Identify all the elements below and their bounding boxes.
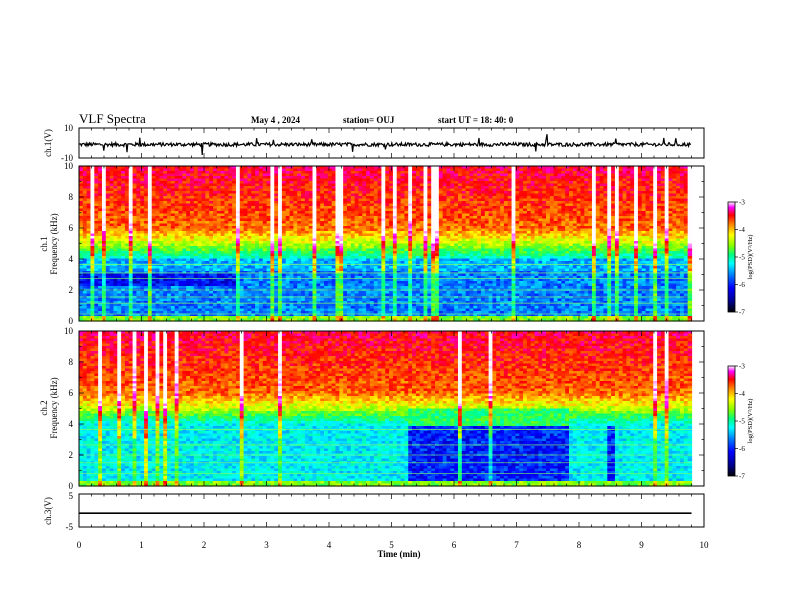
ch1-colorbar-label: log(PSD)(V²/Hz) — [747, 235, 754, 280]
colorbar-tick-label: -6 — [739, 281, 745, 289]
figure-title: VLF Spectra — [79, 111, 146, 126]
ch1-spec-y-axis-label-line2: Frequency (kHz) — [49, 213, 59, 274]
ch1-waveform-line — [78, 134, 692, 155]
x-tick-label: 4 — [327, 540, 332, 550]
x-axis-label: Time (min) — [377, 549, 420, 559]
ch3-ytick-top: 5 — [69, 491, 74, 501]
x-tick-label: 8 — [577, 540, 582, 550]
x-tick-label: 9 — [639, 540, 644, 550]
ch2-spec-y-axis-label-line1: ch.2 — [39, 400, 49, 415]
ch1-colorbar: -3 -4 -5 -6 -7 log(PSD)(V²/Hz) — [727, 199, 754, 317]
colorbar-tick-label: -3 — [739, 199, 745, 207]
y-tick-label: 10 — [64, 326, 74, 336]
x-tick-label: 1 — [139, 540, 144, 550]
colorbar-tick-label: -5 — [739, 418, 745, 426]
colorbar-tick-label: -5 — [739, 254, 745, 262]
ch3-x-ticks — [78, 494, 705, 527]
colorbar-tick-label: -7 — [739, 473, 745, 481]
ch1-spec-ytick-labels: 0 2 4 6 8 10 — [64, 161, 74, 326]
ch2-spectrogram-image — [79, 331, 693, 487]
ch1-x-ticks — [78, 128, 705, 158]
x-tick-label: 5 — [389, 540, 394, 550]
y-tick-label: 4 — [69, 254, 74, 264]
station-label: station= OUJ — [343, 115, 395, 125]
y-tick-label: 0 — [69, 481, 74, 491]
y-tick-label: 2 — [69, 450, 74, 460]
ch2-colorbar: -3 -4 -5 -6 -7 log(PSD)(V²/Hz) — [727, 363, 754, 481]
ch1-colorbar-ticks: -3 -4 -5 -6 -7 — [735, 199, 745, 317]
ch1-y-axis-label: ch.1(V) — [43, 129, 53, 157]
y-tick-label: 10 — [64, 161, 74, 171]
colorbar-tick-label: -7 — [739, 309, 745, 317]
y-tick-label: 4 — [69, 419, 74, 429]
ch2-spec-ytick-labels: 0 2 4 6 8 10 — [64, 326, 74, 491]
ch2-spec-y-axis-label-line2: Frequency (kHz) — [49, 377, 59, 438]
date-label: May 4 , 2024 — [251, 115, 300, 125]
x-tick-label: 0 — [77, 540, 82, 550]
y-tick-label: 0 — [69, 316, 74, 326]
y-tick-label: 2 — [69, 285, 74, 295]
ch1-waveform-panel: 10 -10 ch.1(V) — [43, 123, 705, 163]
x-tick-label: 6 — [452, 540, 457, 550]
colorbar-tick-label: -3 — [739, 363, 745, 371]
colorbar-tick-label: -4 — [739, 390, 745, 398]
ch3-ytick-bottom: -5 — [66, 522, 74, 532]
ch3-waveform-panel: 5 -5 ch.3(V) — [43, 491, 705, 532]
ch1-spec-ticks — [78, 165, 705, 322]
x-tick-label: 10 — [700, 540, 710, 550]
x-tick-label: 7 — [514, 540, 519, 550]
y-tick-label: 8 — [69, 357, 74, 367]
colorbar-tick-label: -4 — [739, 226, 745, 234]
y-tick-label: 8 — [69, 192, 74, 202]
ch2-colorbar-label: log(PSD)(V²/Hz) — [747, 399, 754, 444]
ch3-y-axis-label: ch.3(V) — [43, 497, 53, 525]
y-tick-label: 6 — [69, 388, 74, 398]
x-tick-label: 2 — [202, 540, 207, 550]
x-tick-label: 3 — [264, 540, 269, 550]
y-tick-label: 6 — [69, 223, 74, 233]
ch1-spec-y-axis-label-line1: ch.1 — [39, 236, 49, 251]
x-axis-tick-labels: 0 1 2 3 4 5 6 7 8 9 10 — [77, 540, 709, 550]
ch2-spectrogram-panel: 0 2 4 6 8 10 ch.2 Frequency (kHz) — [39, 326, 705, 491]
ch1-spectrogram-panel: 0 2 4 6 8 10 ch.1 Frequency (kHz) — [39, 161, 705, 326]
ch2-spec-ticks — [78, 330, 705, 487]
ch1-ytick-top: 10 — [64, 123, 74, 133]
colorbar-tick-label: -6 — [739, 445, 745, 453]
start-time-label: start UT = 18: 40: 0 — [438, 115, 514, 125]
ch1-spectrogram-image — [79, 166, 693, 322]
ch1-ytick-bottom: -10 — [61, 153, 73, 163]
ch2-colorbar-ticks: -3 -4 -5 -6 -7 — [735, 363, 745, 481]
